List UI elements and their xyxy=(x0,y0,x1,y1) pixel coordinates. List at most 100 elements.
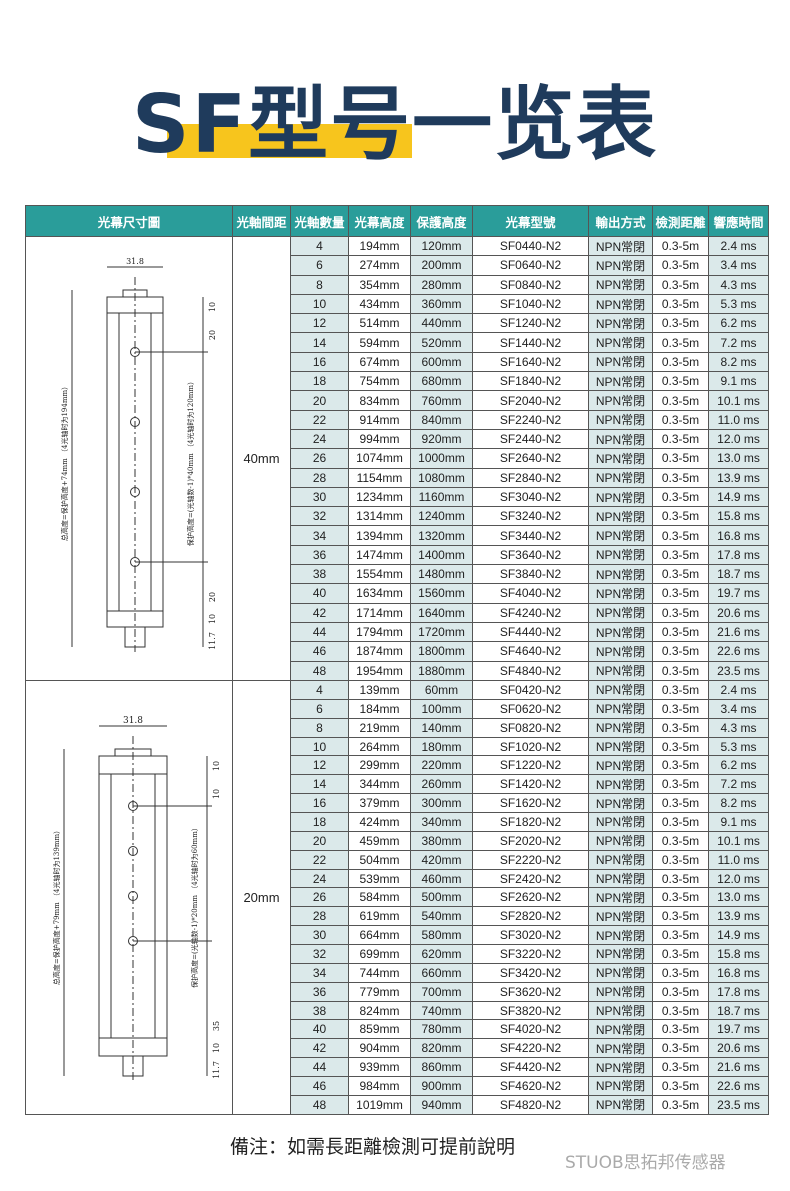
curtain-height: 504mm xyxy=(348,849,411,870)
protect-height: 1000mm xyxy=(410,448,473,469)
detect-range: 0.3-5m xyxy=(652,906,709,927)
dimension-drawing: 31.8 10 10 35 10 11.7 总高度=保护高度+79mm （4光轴时为139m… xyxy=(52,716,221,1081)
protect-height: 260mm xyxy=(410,774,473,795)
response-time: 6.2 ms xyxy=(708,755,769,776)
protect-height: 1720mm xyxy=(410,621,473,643)
model: SF1220-N2 xyxy=(472,755,589,776)
model: SF4220-N2 xyxy=(472,1038,589,1059)
column-header: 檢測距離 xyxy=(652,205,709,237)
curtain-height: 264mm xyxy=(348,736,411,757)
protect-height: 780mm xyxy=(410,1019,473,1040)
protect-height: 1080mm xyxy=(410,467,473,488)
curtain-height: 1474mm xyxy=(348,544,411,566)
response-time: 3.4 ms xyxy=(708,255,769,276)
axis-count: 34 xyxy=(290,525,349,546)
detect-range: 0.3-5m xyxy=(652,1038,709,1059)
table-row: 18 424mm 340mm SF1820-N2 NPN常閉 0.3-5m 9.1 ms xyxy=(26,812,769,832)
dimension-label: 35 xyxy=(212,1021,221,1031)
dimension-label: 总高度=保护高度+79mm （4光轴时为139mm） xyxy=(52,827,61,985)
output-type: NPN常閉 xyxy=(588,293,653,315)
protect-height: 820mm xyxy=(410,1038,473,1059)
response-time: 21.6 ms xyxy=(708,621,769,643)
axis-count: 6 xyxy=(290,255,349,276)
diagram-cell: 31.8 10 20 20 10 11.7 总高度=保护高度+74mm （4光轴时为194m… xyxy=(25,236,233,681)
curtain-height: 194mm xyxy=(348,235,411,257)
detect-range: 0.3-5m xyxy=(652,981,709,1002)
table-row: 18 754mm 680mm SF1840-N2 NPN常閉 0.3-5m 9.1 ms xyxy=(26,371,769,392)
protect-height: 900mm xyxy=(410,1076,473,1096)
footnote: 備注：如需長距離檢測可提前說明 xyxy=(230,1136,516,1158)
header-row: 光幕尺寸圖 光軸間距 光軸數量 光幕高度 保護高度 光幕型號 輸出方式 檢測距離 響應時間 xyxy=(25,205,769,237)
dimension-label: 20 xyxy=(208,592,217,602)
model: SF1620-N2 xyxy=(472,793,589,814)
response-time: 17.8 ms xyxy=(708,544,769,566)
curtain-height: 274mm xyxy=(348,255,411,276)
response-time: 4.3 ms xyxy=(708,274,769,295)
detect-range: 0.3-5m xyxy=(652,313,709,334)
axis-count: 46 xyxy=(290,1076,349,1096)
output-type: NPN常閉 xyxy=(588,486,653,508)
detect-range: 0.3-5m xyxy=(652,887,709,908)
detect-range: 0.3-5m xyxy=(652,525,709,546)
axis-count: 42 xyxy=(290,1038,349,1059)
axis-count: 40 xyxy=(290,1019,349,1040)
protect-height: 100mm xyxy=(410,698,473,719)
axis-count: 10 xyxy=(290,293,349,315)
response-time: 13.9 ms xyxy=(708,467,769,488)
protect-height: 1640mm xyxy=(410,602,473,623)
response-time: 22.6 ms xyxy=(708,641,769,662)
output-type: NPN常閉 xyxy=(588,1057,653,1078)
detect-range: 0.3-5m xyxy=(652,962,709,983)
table-row: 30 1234mm 1160mm SF3040-N2 NPN常閉 0.3-5m 14.9 m… xyxy=(26,486,769,508)
dimension-label: 10 xyxy=(212,789,221,799)
model: SF3020-N2 xyxy=(472,925,589,946)
model: SF3840-N2 xyxy=(472,564,589,585)
detect-range: 0.3-5m xyxy=(652,1076,709,1096)
detect-range: 0.3-5m xyxy=(652,274,709,295)
response-time: 2.4 ms xyxy=(708,680,769,700)
table-row: 28 619mm 540mm SF2820-N2 NPN常閉 0.3-5m 13.9 ms xyxy=(26,906,769,927)
output-type: NPN常閉 xyxy=(588,448,653,469)
model: SF3440-N2 xyxy=(472,525,589,546)
axis-count: 8 xyxy=(290,717,349,738)
detect-range: 0.3-5m xyxy=(652,371,709,392)
curtain-height: 514mm xyxy=(348,313,411,334)
output-type: NPN常閉 xyxy=(588,371,653,392)
axis-pitch: 40mm xyxy=(232,236,291,681)
dimension-label: 31.8 xyxy=(126,257,144,266)
table-row: 20 834mm 760mm SF2040-N2 NPN常閉 0.3-5m 10.1 ms xyxy=(26,390,769,411)
column-header: 光幕高度 xyxy=(348,205,411,237)
response-time: 20.6 ms xyxy=(708,1038,769,1059)
table-row: 40 859mm 780mm SF4020-N2 NPN常閉 0.3-5m 19.7 ms xyxy=(26,1019,769,1040)
protect-height: 680mm xyxy=(410,371,473,392)
protect-height: 420mm xyxy=(410,849,473,870)
detect-range: 0.3-5m xyxy=(652,467,709,488)
protect-height: 1560mm xyxy=(410,583,473,604)
output-type: NPN常閉 xyxy=(588,467,653,488)
detect-range: 0.3-5m xyxy=(652,448,709,469)
protect-height: 300mm xyxy=(410,793,473,814)
output-type: NPN常閉 xyxy=(588,981,653,1002)
output-type: NPN常閉 xyxy=(588,660,653,682)
curtain-height: 1154mm xyxy=(348,467,411,488)
axis-pitch: 20mm xyxy=(232,680,291,1115)
protect-height: 940mm xyxy=(410,1094,473,1116)
protect-height: 360mm xyxy=(410,293,473,315)
curtain-height: 1554mm xyxy=(348,564,411,585)
curtain-height: 1234mm xyxy=(348,486,411,508)
axis-count: 48 xyxy=(290,1094,349,1116)
axis-count: 12 xyxy=(290,755,349,776)
response-time: 21.6 ms xyxy=(708,1057,769,1078)
detect-range: 0.3-5m xyxy=(652,390,709,411)
table-row: 32 1314mm 1240mm SF3240-N2 NPN常閉 0.3-5m 15.8 m… xyxy=(26,506,769,527)
axis-count: 4 xyxy=(290,680,349,700)
axis-count: 16 xyxy=(290,351,349,373)
curtain-height: 834mm xyxy=(348,390,411,411)
axis-count: 20 xyxy=(290,830,349,851)
output-type: NPN常閉 xyxy=(588,962,653,983)
output-type: NPN常閉 xyxy=(588,793,653,814)
output-type: NPN常閉 xyxy=(588,583,653,604)
detect-range: 0.3-5m xyxy=(652,602,709,623)
detect-range: 0.3-5m xyxy=(652,641,709,662)
curtain-height: 754mm xyxy=(348,371,411,392)
